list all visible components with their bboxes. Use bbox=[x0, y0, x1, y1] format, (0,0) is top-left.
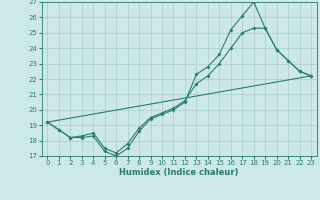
X-axis label: Humidex (Indice chaleur): Humidex (Indice chaleur) bbox=[119, 168, 239, 177]
